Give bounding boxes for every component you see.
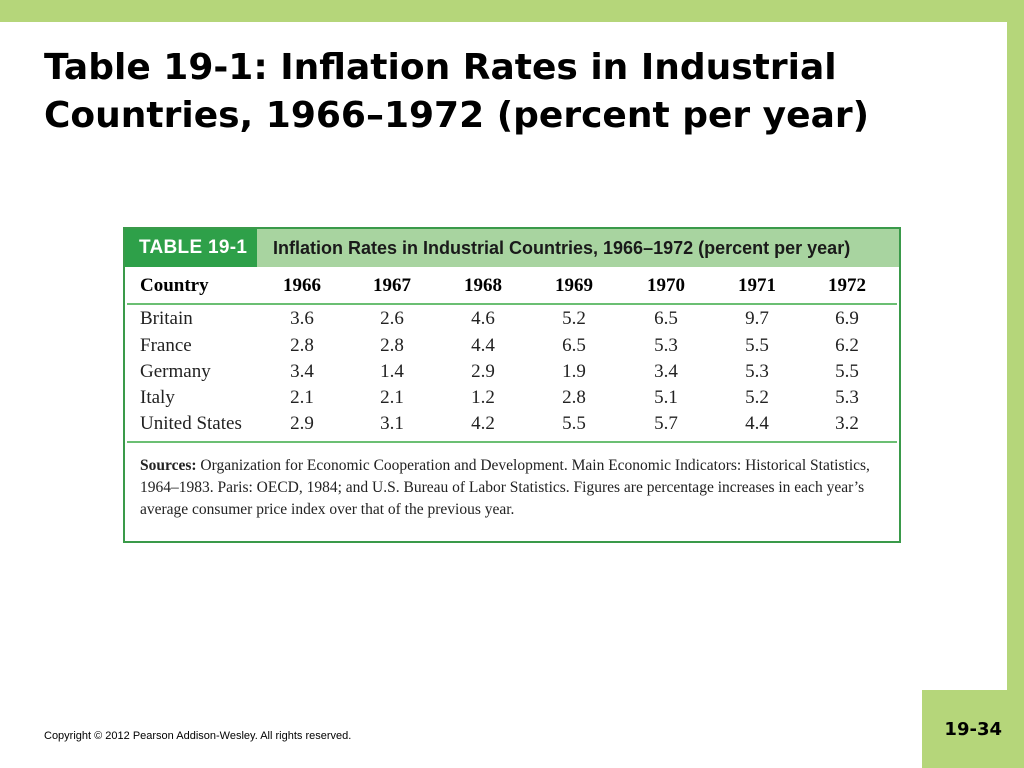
header-rule [127, 303, 897, 305]
rate-cell: 5.5 [745, 335, 769, 356]
slide-title: Table 19-1: Inflation Rates in Industria… [44, 44, 984, 140]
rate-cell: 2.1 [380, 387, 404, 408]
column-header-1969: 1969 [555, 275, 593, 296]
rate-cell: 2.8 [290, 335, 314, 356]
rate-cell: 6.5 [562, 335, 586, 356]
rate-cell: 6.5 [654, 308, 678, 329]
rate-cell: 2.6 [380, 308, 404, 329]
copyright-notice: Copyright © 2012 Pearson Addison-Wesley.… [44, 730, 352, 742]
rate-cell: 3.1 [380, 413, 404, 434]
rate-cell: 6.9 [835, 308, 859, 329]
table-caption: Inflation Rates in Industrial Countries,… [273, 238, 851, 258]
table-header-bar: TABLE 19-1 Inflation Rates in Industrial… [125, 229, 899, 267]
top-accent-bar [0, 0, 1024, 22]
rate-cell: 5.2 [562, 308, 586, 329]
column-header-1967: 1967 [373, 275, 411, 296]
rate-cell: 2.8 [562, 387, 586, 408]
rate-cell: 9.7 [745, 308, 769, 329]
rate-cell: 5.5 [562, 413, 586, 434]
rate-cell: 6.2 [835, 335, 859, 356]
column-header-1966: 1966 [283, 275, 321, 296]
rate-cell: 1.9 [562, 361, 586, 382]
country-cell: Italy [140, 387, 175, 408]
rate-cell: 4.4 [471, 335, 495, 356]
sources-text: Organization for Economic Cooperation an… [140, 457, 870, 518]
rate-cell: 2.8 [380, 335, 404, 356]
rate-cell: 5.3 [654, 335, 678, 356]
rate-cell: 4.2 [471, 413, 495, 434]
rate-cell: 5.3 [745, 361, 769, 382]
rate-cell: 5.2 [745, 387, 769, 408]
country-cell: Germany [140, 361, 211, 382]
rate-cell: 1.2 [471, 387, 495, 408]
rate-cell: 3.2 [835, 413, 859, 434]
country-cell: United States [140, 413, 242, 434]
rate-cell: 5.5 [835, 361, 859, 382]
country-cell: France [140, 335, 192, 356]
right-accent-bar [1007, 0, 1024, 768]
column-header-1970: 1970 [647, 275, 685, 296]
body-rule [127, 441, 897, 443]
country-cell: Britain [140, 308, 193, 329]
inflation-table: TABLE 19-1 Inflation Rates in Industrial… [123, 227, 901, 543]
column-header-1971: 1971 [738, 275, 776, 296]
rate-cell: 5.3 [835, 387, 859, 408]
rate-cell: 4.6 [471, 308, 495, 329]
page-number: 19-34 [944, 719, 1002, 740]
column-header-1972: 1972 [828, 275, 866, 296]
rate-cell: 2.9 [471, 361, 495, 382]
column-header-1968: 1968 [464, 275, 502, 296]
rate-cell: 5.1 [654, 387, 678, 408]
rate-cell: 3.6 [290, 308, 314, 329]
sources-label: Sources: [140, 457, 197, 474]
page-number-box [922, 690, 1024, 768]
rate-cell: 1.4 [380, 361, 404, 382]
rate-cell: 3.4 [654, 361, 678, 382]
rate-cell: 2.1 [290, 387, 314, 408]
rate-cell: 5.7 [654, 413, 678, 434]
rate-cell: 2.9 [290, 413, 314, 434]
rate-cell: 4.4 [745, 413, 769, 434]
slide-title-line-2: Countries, 1966–1972 (percent per year) [44, 95, 870, 136]
table-tag: TABLE 19-1 [125, 229, 257, 267]
slide-title-line-1: Table 19-1: Inflation Rates in Industria… [44, 47, 837, 88]
table-sources: Sources: Organization for Economic Coope… [140, 455, 885, 521]
column-header-country: Country [140, 275, 209, 296]
rate-cell: 3.4 [290, 361, 314, 382]
